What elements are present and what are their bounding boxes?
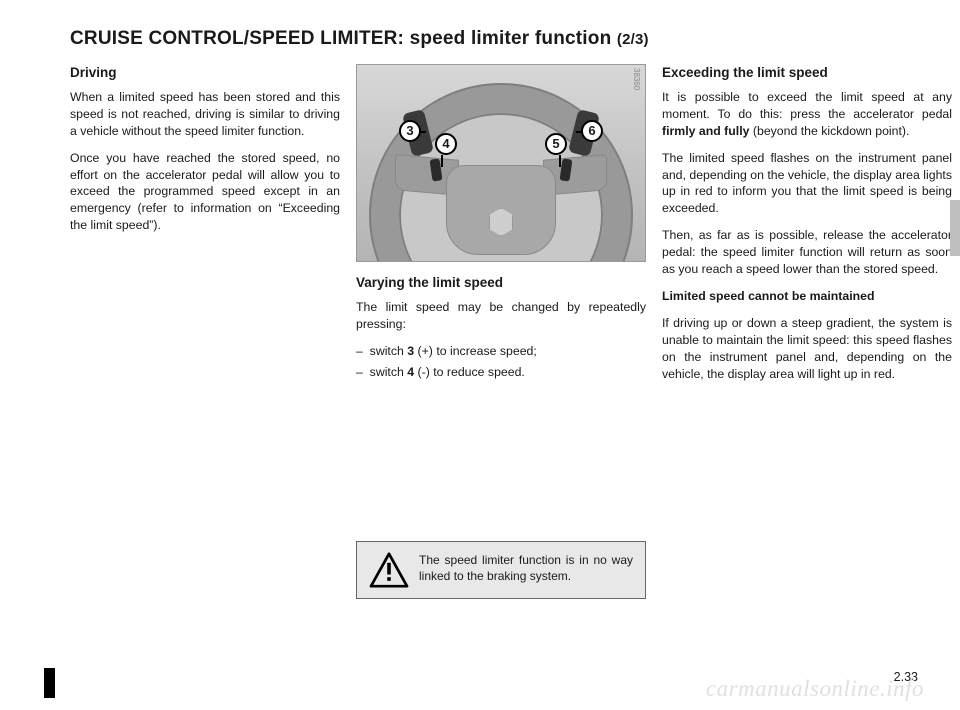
image-number: 38360 <box>631 68 642 90</box>
list-item: – switch 3 (+) to increase speed; <box>356 343 646 360</box>
heading-exceeding: Exceeding the limit speed <box>662 64 952 83</box>
right-p2: The limited speed flashes on the instrum… <box>662 150 952 218</box>
list-item: – switch 4 (-) to reduce speed. <box>356 364 646 381</box>
center-p1: The limit speed may be changed by repeat… <box>356 299 646 333</box>
right-p1b: firmly and fully <box>662 124 749 138</box>
title-main: CRUISE CONTROL/SPEED LIMITER: speed limi… <box>70 28 611 49</box>
heading-limited: Limited speed cannot be maintained <box>662 288 952 305</box>
side-tab <box>950 200 960 256</box>
content-columns: Driving When a limited speed has been st… <box>70 64 920 599</box>
li2-pre: – switch <box>356 365 407 379</box>
right-p1c: (beyond the kickdown point). <box>749 124 909 138</box>
title-sub: (2/3) <box>617 31 649 48</box>
li1-pre: – switch <box>356 344 407 358</box>
left-p1: When a limited speed has been stored and… <box>70 89 340 140</box>
switch-list: – switch 3 (+) to increase speed; – swit… <box>356 343 646 381</box>
watermark: carmanualsonline.info <box>706 676 924 702</box>
li2-post: (-) to reduce speed. <box>414 365 525 379</box>
steering-hub <box>446 165 556 255</box>
column-right: Exceeding the limit speed It is possible… <box>662 64 952 599</box>
right-p1a: It is possible to exceed the limit speed… <box>662 90 952 121</box>
right-p4: If driving up or down a steep gradient, … <box>662 315 952 383</box>
callout-3: 3 <box>399 120 421 142</box>
left-p2: Once you have reached the stored speed, … <box>70 150 340 235</box>
callout-5: 5 <box>545 133 567 155</box>
right-h2-text: Limited speed cannot be maintained <box>662 289 875 303</box>
leader-4 <box>441 155 443 167</box>
heading-varying: Varying the limit speed <box>356 274 646 293</box>
column-center: 38360 3 4 5 <box>356 64 646 599</box>
corner-mark <box>44 668 55 698</box>
callout-6: 6 <box>581 120 603 142</box>
heading-driving: Driving <box>70 64 340 83</box>
leader-5 <box>559 155 561 167</box>
steering-wheel-illustration: 38360 3 4 5 <box>356 64 646 262</box>
warning-text: The speed limiter function is in no way … <box>419 552 633 584</box>
warning-icon <box>369 552 409 588</box>
column-left: Driving When a limited speed has been st… <box>70 64 340 599</box>
brand-logo-icon <box>489 208 513 236</box>
callout-4: 4 <box>435 133 457 155</box>
page-number: 2.33 <box>894 670 918 684</box>
right-p1: It is possible to exceed the limit speed… <box>662 89 952 140</box>
warning-box: The speed limiter function is in no way … <box>356 541 646 599</box>
page-title: CRUISE CONTROL/SPEED LIMITER: speed limi… <box>70 28 920 50</box>
right-p3: Then, as far as is possible, release the… <box>662 227 952 278</box>
li1-post: (+) to increase speed; <box>414 344 537 358</box>
